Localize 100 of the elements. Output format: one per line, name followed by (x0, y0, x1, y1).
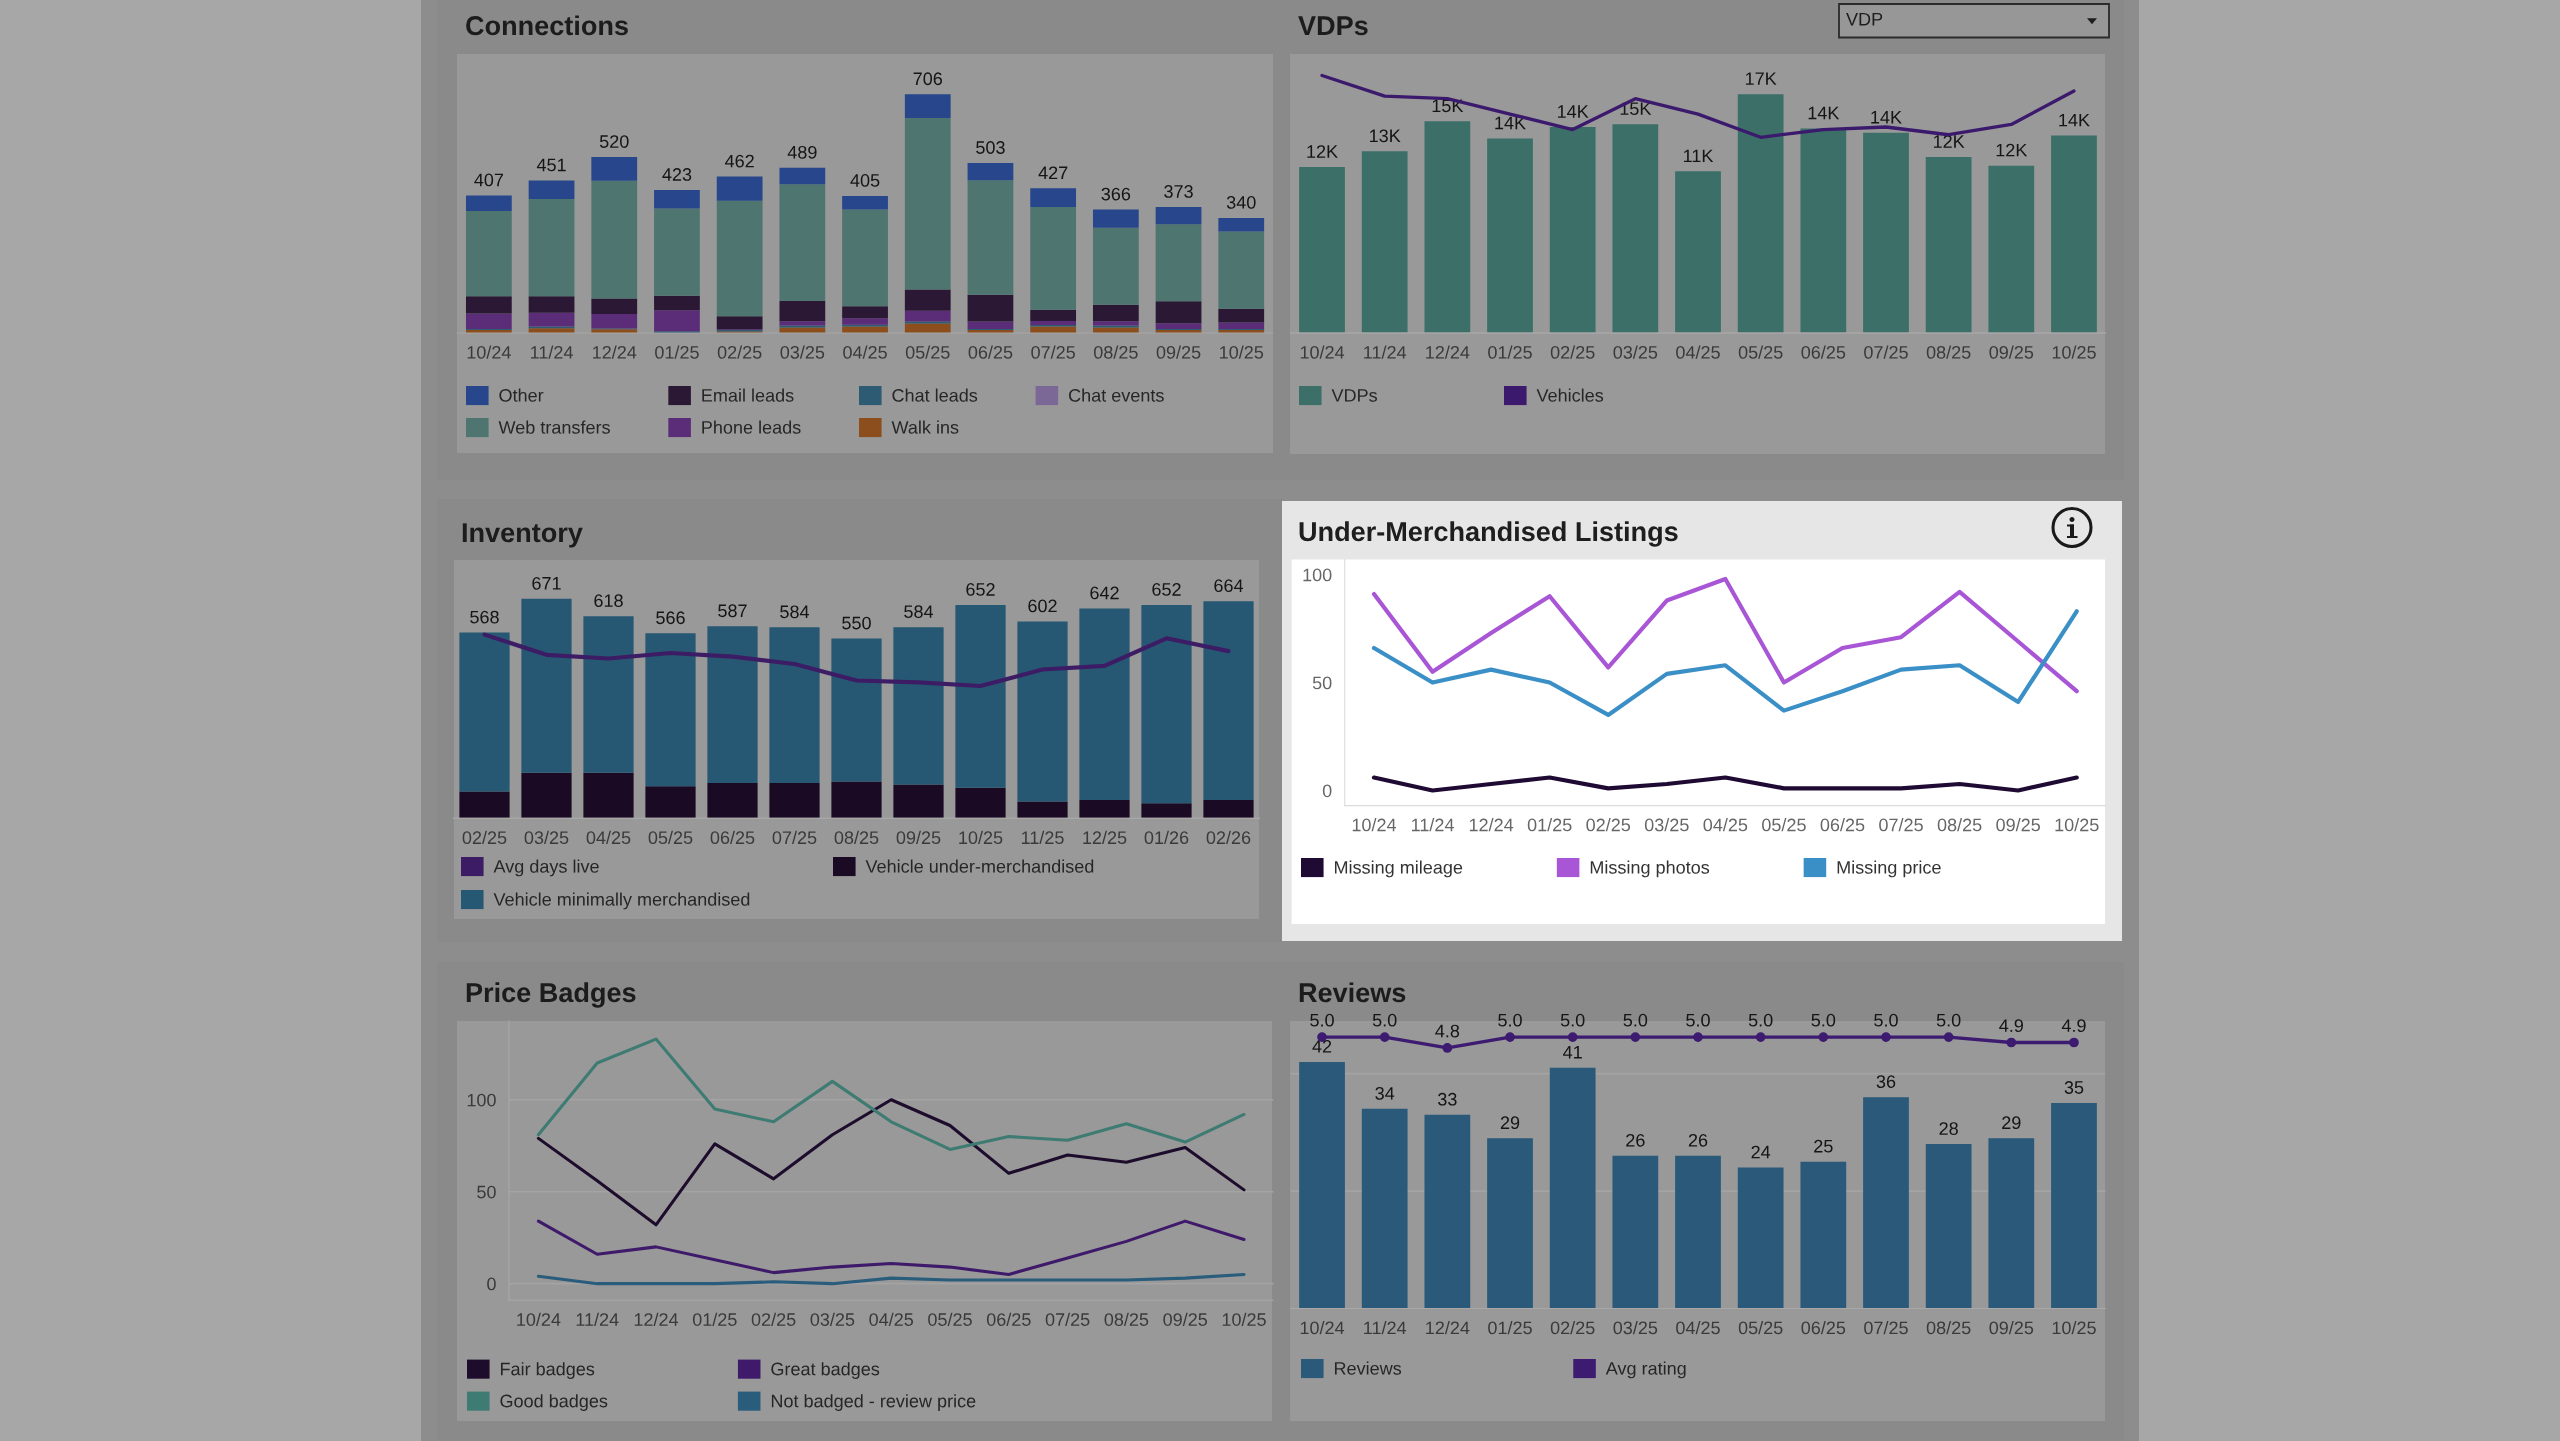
chart-title: Inventory (462, 523, 583, 548)
annotation: 489 (787, 145, 817, 159)
annotation: 652 (1152, 583, 1181, 596)
legend-label: Web transfers (498, 420, 610, 434)
y-tick-label: 0 (487, 1277, 496, 1291)
data-label: 5.0 (1936, 1013, 1961, 1027)
annotation: 587 (718, 604, 747, 618)
annotation: 584 (904, 605, 934, 618)
data-label: 12K (1996, 143, 2028, 157)
annotation: 373 (1164, 185, 1193, 198)
annotation: 520 (599, 135, 629, 148)
legend-label: Missing price (1837, 860, 1941, 878)
x-tick-label: 04/25 (843, 345, 887, 359)
y-tick-label: 100 (467, 1093, 496, 1107)
x-tick-label: 12/25 (1083, 830, 1127, 845)
x-tick-label: 07/25 (1864, 345, 1908, 359)
legend-label: Other (499, 388, 544, 402)
annotation: 671 (532, 576, 561, 590)
data-label: 42 (1312, 1039, 1332, 1053)
x-tick-label: 05/25 (1762, 818, 1806, 832)
legend-label: Good badges (500, 1394, 608, 1411)
data-label: 12K (1933, 135, 1965, 148)
data-label: 5.0 (1372, 1013, 1397, 1027)
x-tick-label: 06/25 (710, 830, 755, 845)
legend-label: Avg rating (1605, 1361, 1686, 1379)
data-label: 33 (1438, 1092, 1457, 1106)
x-tick-label: 03/25 (780, 345, 825, 359)
x-tick-label: 04/25 (1676, 1321, 1720, 1335)
x-tick-label: 10/25 (1222, 1312, 1266, 1326)
x-tick-label: 04/25 (869, 1312, 914, 1326)
x-tick-label: 01/25 (1488, 345, 1532, 359)
x-tick-label: 11/24 (1364, 345, 1407, 359)
legend-label: Missing mileage (1334, 860, 1463, 878)
legend-label: Missing photos (1590, 860, 1710, 878)
data-label: 28 (1939, 1122, 1958, 1135)
x-tick-label: 03/25 (810, 1312, 855, 1326)
legend-label: Not badged - review price (771, 1394, 976, 1411)
annotation: 462 (725, 154, 754, 168)
data-label: 34 (1375, 1086, 1395, 1100)
x-tick-label: 01/25 (1488, 1321, 1532, 1335)
x-tick-label: 10/24 (1352, 818, 1397, 832)
data-label: 5.0 (1310, 1013, 1334, 1027)
x-tick-label: 12/24 (1426, 345, 1470, 359)
x-tick-label: 02/25 (751, 1312, 796, 1326)
x-tick-label: 06/25 (986, 1312, 1031, 1326)
data-label: 5.0 (1560, 1013, 1585, 1027)
legend-label: Phone leads (702, 420, 801, 434)
x-tick-label: 10/25 (959, 830, 1003, 845)
annotation: 664 (1214, 579, 1244, 593)
data-label: 5.0 (1623, 1013, 1648, 1027)
x-tick-label: 09/25 (1996, 818, 2040, 832)
annotation: 566 (656, 611, 685, 625)
legend-label: Reviews (1334, 1361, 1402, 1375)
data-label: 17K (1745, 72, 1777, 85)
data-label: 41 (1563, 1046, 1582, 1059)
data-label: 13K (1370, 129, 1401, 143)
x-tick-label: 10/25 (2052, 345, 2096, 359)
x-tick-label: 04/25 (1703, 818, 1748, 832)
legend-label: Fair badges (500, 1362, 595, 1379)
chart-title: Price Badges (466, 982, 636, 1008)
annotation: 584 (780, 605, 810, 619)
data-label: 5.0 (1748, 1013, 1773, 1027)
x-tick-label: 02/25 (1586, 818, 1631, 832)
text: VDP (1846, 13, 1883, 26)
x-tick-label: 10/25 (2052, 1321, 2096, 1335)
data-label: 26 (1688, 1133, 1708, 1147)
x-tick-label: 12/24 (634, 1312, 679, 1326)
data-label: 26 (1626, 1133, 1645, 1147)
x-tick-label: 08/25 (1926, 1321, 1971, 1335)
x-tick-label: 10/24 (467, 345, 511, 359)
data-label: 14K (1557, 105, 1589, 118)
x-tick-label: 08/25 (834, 830, 879, 845)
legend-label: Email leads (702, 388, 794, 402)
annotation: 568 (470, 610, 499, 624)
y-tick-label: 100 (1303, 568, 1332, 582)
x-tick-label: 09/25 (1163, 1312, 1208, 1326)
legend-label: Walk ins (891, 420, 959, 434)
data-label: 4.8 (1435, 1024, 1460, 1038)
annotation: 550 (842, 616, 871, 630)
legend-label: Vehicles (1536, 388, 1604, 402)
data-label: 14K (1808, 106, 1840, 120)
x-tick-label: 07/25 (1864, 1321, 1908, 1335)
y-tick-label: 50 (1312, 676, 1332, 690)
x-tick-label: 11/25 (1021, 830, 1064, 845)
x-tick-label: 03/25 (1644, 818, 1689, 832)
legend-label: Vehicle minimally merchandised (493, 892, 750, 910)
x-tick-label: 09/25 (896, 830, 941, 845)
annotation: 427 (1038, 166, 1068, 180)
x-tick-label: 01/26 (1144, 830, 1189, 845)
data-label: 12K (1307, 145, 1338, 158)
x-tick-label: 10/24 (1300, 1321, 1345, 1335)
x-tick-label: 06/25 (1801, 345, 1846, 359)
x-tick-label: 01/25 (1527, 818, 1572, 832)
x-tick-label: 06/25 (1820, 818, 1865, 832)
data-label: 14K (1871, 111, 1902, 124)
annotation: 407 (474, 173, 504, 187)
legend-label: Chat events (1069, 388, 1164, 402)
x-tick-label: 05/25 (1738, 345, 1783, 359)
x-tick-label: 06/25 (1801, 1321, 1846, 1335)
annotation: 423 (662, 168, 692, 181)
